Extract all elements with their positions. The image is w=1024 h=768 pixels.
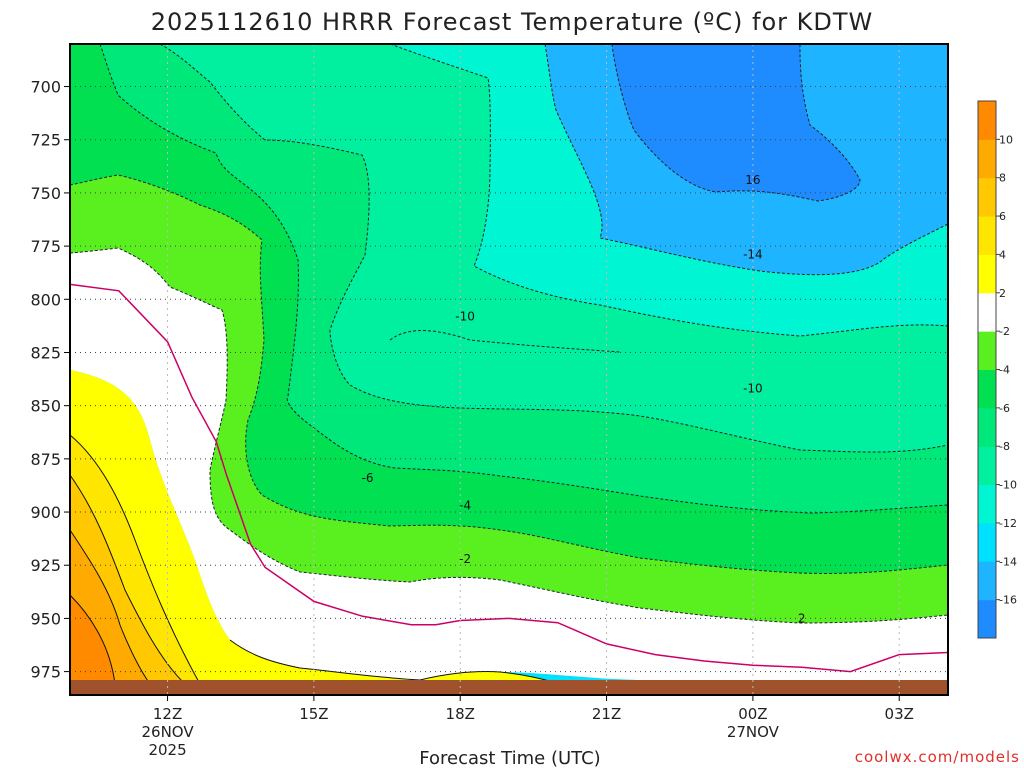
- contour-minus-6: [70, 174, 948, 574]
- colorbar-label: 4: [999, 248, 1006, 261]
- contour-4: [70, 434, 201, 685]
- freezing-isotherm: [70, 283, 948, 673]
- colorbar-swatch: [978, 522, 996, 562]
- colorbar-swatch: [978, 292, 996, 332]
- y-tick-label: 925: [30, 556, 61, 575]
- contour-minus-14: [544, 44, 948, 276]
- x-tick-label: 21Z: [592, 705, 621, 723]
- contour-minus-16: [611, 44, 861, 202]
- chart-title: 2025112610 HRRR Forecast Temperature (ºC…: [151, 8, 874, 36]
- x-tick-label: 00Z: [738, 705, 767, 723]
- colorbar-swatch: [978, 254, 996, 294]
- ground-terrain: [70, 680, 948, 695]
- contour-label: -10: [743, 382, 763, 396]
- band-minus-12: [70, 44, 948, 336]
- contour-labels: 16 -14 -10 -10 -6 -4 -2 2: [362, 173, 806, 625]
- colorbar-label: -8: [999, 440, 1010, 453]
- contour-8: [70, 529, 151, 685]
- y-tick-label: 800: [30, 290, 61, 309]
- y-axis: 700 725 750 775 800 825 850 875 900 925 950 975: [30, 78, 70, 682]
- band-minus-10: [70, 44, 948, 453]
- credit-text: coolwx.com/models: [855, 748, 1020, 766]
- colorbar-label: 10: [999, 133, 1013, 146]
- colorbar-swatch: [978, 561, 996, 601]
- colorbar-swatch: [978, 484, 996, 524]
- colorbar-label: 6: [999, 210, 1006, 223]
- band-minus-6: [70, 44, 948, 574]
- contour-6: [70, 474, 186, 685]
- colorbar-swatch: [978, 446, 996, 486]
- contour-label: -4: [459, 499, 471, 513]
- y-tick-label: 700: [30, 78, 61, 97]
- contour-10: [70, 594, 116, 685]
- colorbar-label: -12: [999, 517, 1017, 530]
- x-tick-label: 27NOV: [727, 723, 780, 741]
- colorbar-label: -14: [999, 555, 1017, 568]
- colorbar-label: 8: [999, 172, 1006, 185]
- colorbar-swatch: [978, 331, 996, 370]
- x-axis-title: Forecast Time (UTC): [419, 748, 600, 768]
- colorbar-swatch: [978, 216, 996, 255]
- contour-label: 2: [798, 611, 806, 625]
- x-tick-label: 2025: [148, 741, 186, 759]
- y-tick-label: 775: [30, 237, 61, 256]
- warm-contours: [70, 434, 561, 685]
- y-tick-label: 825: [30, 343, 61, 362]
- band-minus-2-to-2: [70, 248, 948, 685]
- colorbar-label: -4: [999, 364, 1010, 377]
- contour-2-right: [229, 639, 561, 685]
- contour-minus-2: [389, 330, 621, 353]
- colorbar-label: -6: [999, 402, 1010, 415]
- band-minus-18: [612, 44, 860, 201]
- x-tick-label: 03Z: [885, 705, 914, 723]
- contour-minus-8: [99, 44, 948, 514]
- colorbar-swatch: [978, 369, 996, 409]
- y-tick-label: 975: [30, 663, 61, 682]
- y-tick-label: 750: [30, 184, 61, 203]
- colorbar: -16 -14 -12 -10 -8 -6 -4 -2 2 4 6 8 10: [977, 100, 1017, 639]
- colorbar-swatch: [978, 177, 996, 217]
- contour-label: -14: [743, 248, 763, 262]
- band-minus-4: [70, 175, 948, 623]
- contour-label: -6: [362, 471, 374, 485]
- x-tick-label: 15Z: [299, 705, 328, 723]
- colorbar-label: -16: [999, 594, 1017, 607]
- band-2: [70, 370, 560, 684]
- y-tick-label: 875: [30, 450, 61, 469]
- grid: [70, 44, 948, 695]
- y-tick-label: 850: [30, 397, 61, 416]
- contour-minus-12: [389, 44, 948, 337]
- band-minus-8: [70, 44, 948, 513]
- plot-frame: [69, 43, 949, 696]
- contour-label: -10: [455, 309, 475, 323]
- x-tick-label: 18Z: [446, 705, 475, 723]
- contour-label: -2: [459, 552, 471, 566]
- band-10: [70, 595, 115, 684]
- x-tick-label: 12Z: [153, 705, 182, 723]
- colorbar-swatch: [978, 101, 996, 140]
- y-tick-label: 950: [30, 609, 61, 628]
- colorbar-swatch: [978, 139, 996, 179]
- y-tick-label: 725: [30, 131, 61, 150]
- y-tick-label: 900: [30, 503, 61, 522]
- contour-lines: [70, 44, 948, 624]
- colorbar-label: 2: [999, 287, 1006, 300]
- contour-minus-10: [159, 44, 948, 453]
- colorbar-swatch: [978, 407, 996, 447]
- x-tick-label: 26NOV: [141, 723, 194, 741]
- colorbar-label: -2: [999, 325, 1010, 338]
- contour-label: 16: [745, 173, 760, 187]
- contour-minus-4: [70, 247, 948, 624]
- plot-area: [70, 44, 948, 695]
- colorbar-swatch: [978, 599, 996, 639]
- colorbar-label: -10: [999, 479, 1017, 492]
